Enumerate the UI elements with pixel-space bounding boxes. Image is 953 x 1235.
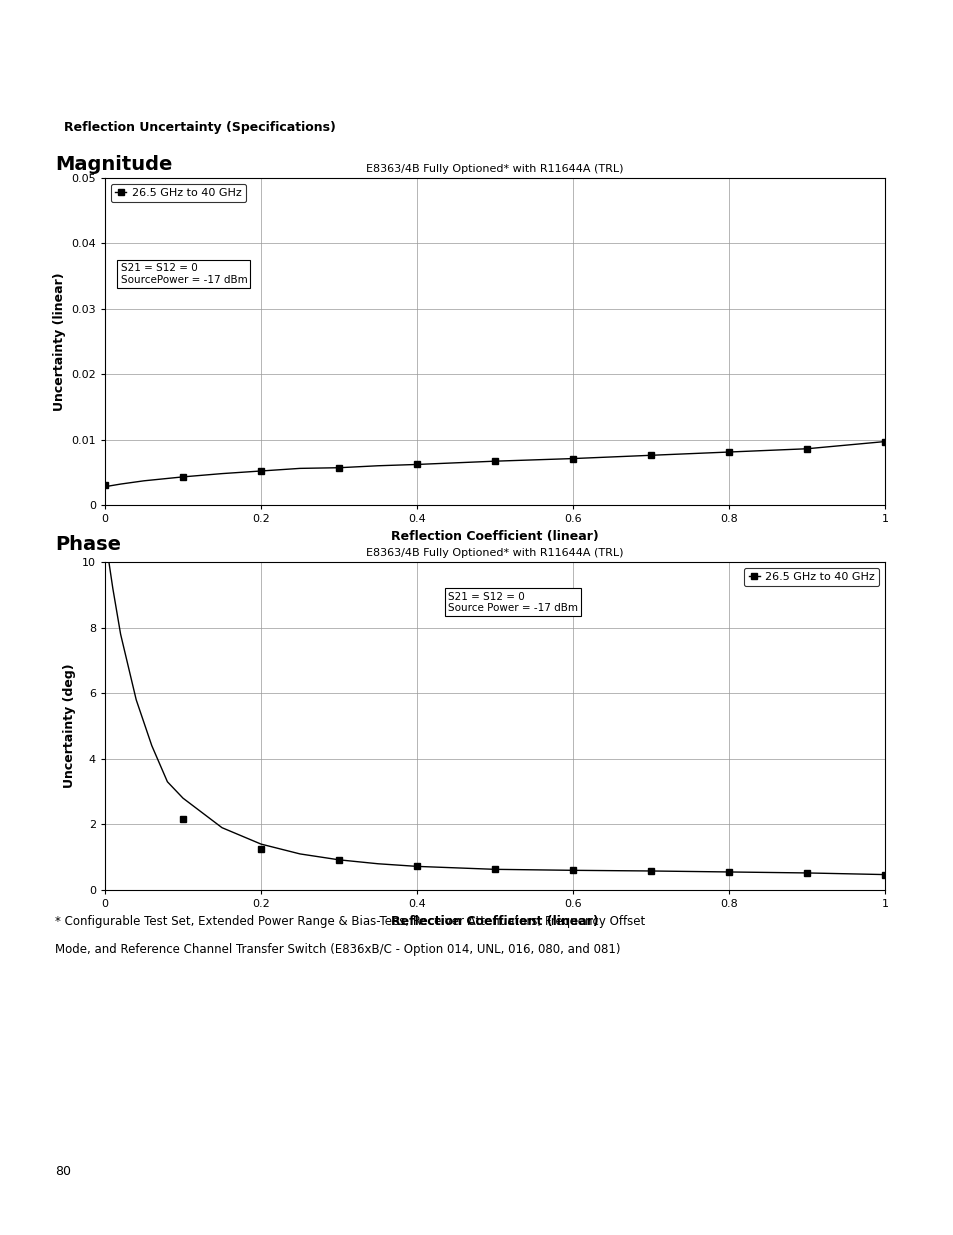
X-axis label: Reflection Coefficient (linear): Reflection Coefficient (linear)	[391, 915, 598, 927]
Text: Mode, and Reference Channel Transfer Switch (E836xB/C - Option 014, UNL, 016, 08: Mode, and Reference Channel Transfer Swi…	[55, 944, 619, 956]
X-axis label: Reflection Coefficient (linear): Reflection Coefficient (linear)	[391, 530, 598, 542]
Y-axis label: Uncertainty (linear): Uncertainty (linear)	[52, 272, 66, 411]
Title: E8363/4B Fully Optioned* with R11644A (TRL): E8363/4B Fully Optioned* with R11644A (T…	[366, 164, 623, 174]
Text: * Configurable Test Set, Extended Power Range & Bias-Tees, Receiver Attenuators,: * Configurable Test Set, Extended Power …	[55, 915, 644, 927]
Text: 80: 80	[55, 1165, 71, 1178]
Text: S21 = S12 = 0
SourcePower = -17 dBm: S21 = S12 = 0 SourcePower = -17 dBm	[120, 263, 247, 284]
Legend: 26.5 GHz to 40 GHz: 26.5 GHz to 40 GHz	[111, 184, 246, 203]
Text: Phase: Phase	[55, 535, 121, 555]
Text: S21 = S12 = 0
Source Power = -17 dBm: S21 = S12 = 0 Source Power = -17 dBm	[448, 592, 578, 614]
Y-axis label: Uncertainty (deg): Uncertainty (deg)	[63, 663, 76, 788]
Legend: 26.5 GHz to 40 GHz: 26.5 GHz to 40 GHz	[743, 568, 879, 587]
Title: E8363/4B Fully Optioned* with R11644A (TRL): E8363/4B Fully Optioned* with R11644A (T…	[366, 548, 623, 558]
Text: Magnitude: Magnitude	[55, 156, 172, 174]
Text: Reflection Uncertainty (Specifications): Reflection Uncertainty (Specifications)	[64, 121, 335, 135]
